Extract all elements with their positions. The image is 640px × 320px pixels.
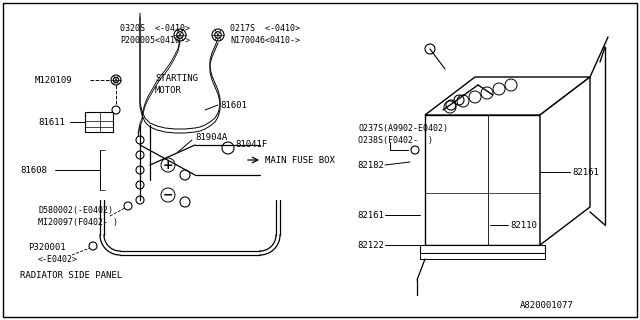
- Text: 81608: 81608: [20, 165, 47, 174]
- Text: MAIN FUSE BOX: MAIN FUSE BOX: [265, 156, 335, 164]
- Text: RADIATOR SIDE PANEL: RADIATOR SIDE PANEL: [20, 270, 122, 279]
- Text: 82161: 82161: [572, 167, 599, 177]
- Text: 81904A: 81904A: [195, 132, 227, 141]
- Polygon shape: [420, 245, 545, 253]
- Text: 81611: 81611: [38, 117, 65, 126]
- Text: A820001077: A820001077: [520, 300, 573, 309]
- Text: P320001: P320001: [28, 244, 66, 252]
- Text: N170046<0410->: N170046<0410->: [230, 36, 300, 44]
- Text: 82110: 82110: [510, 220, 537, 229]
- Text: O238S(F0402-  ): O238S(F0402- ): [358, 135, 433, 145]
- Bar: [425, 115, 540, 245]
- Polygon shape: [540, 77, 590, 245]
- Text: <-E0402>: <-E0402>: [38, 255, 78, 265]
- Text: −: −: [163, 188, 173, 202]
- Text: 82182: 82182: [357, 161, 384, 170]
- Text: M120109: M120109: [35, 76, 72, 84]
- Text: MOTOR: MOTOR: [155, 85, 182, 94]
- Text: 0320S  <-0410>: 0320S <-0410>: [120, 23, 190, 33]
- Text: +: +: [163, 158, 173, 172]
- Text: P200005<0410->: P200005<0410->: [120, 36, 190, 44]
- Polygon shape: [425, 77, 590, 115]
- Text: 81601: 81601: [220, 100, 247, 109]
- Bar: [420, 253, 545, 259]
- Text: 0217S  <-0410>: 0217S <-0410>: [230, 23, 300, 33]
- Bar: [85, 112, 113, 132]
- Text: MI20097(F0402- ): MI20097(F0402- ): [38, 218, 118, 227]
- Text: O237S(A9902-E0402): O237S(A9902-E0402): [358, 124, 448, 132]
- Text: STARTING: STARTING: [155, 74, 198, 83]
- Text: D580002(-E0402): D580002(-E0402): [38, 205, 113, 214]
- Text: 82122: 82122: [357, 241, 384, 250]
- Text: 81041F: 81041F: [235, 140, 268, 148]
- Text: 82161: 82161: [357, 211, 384, 220]
